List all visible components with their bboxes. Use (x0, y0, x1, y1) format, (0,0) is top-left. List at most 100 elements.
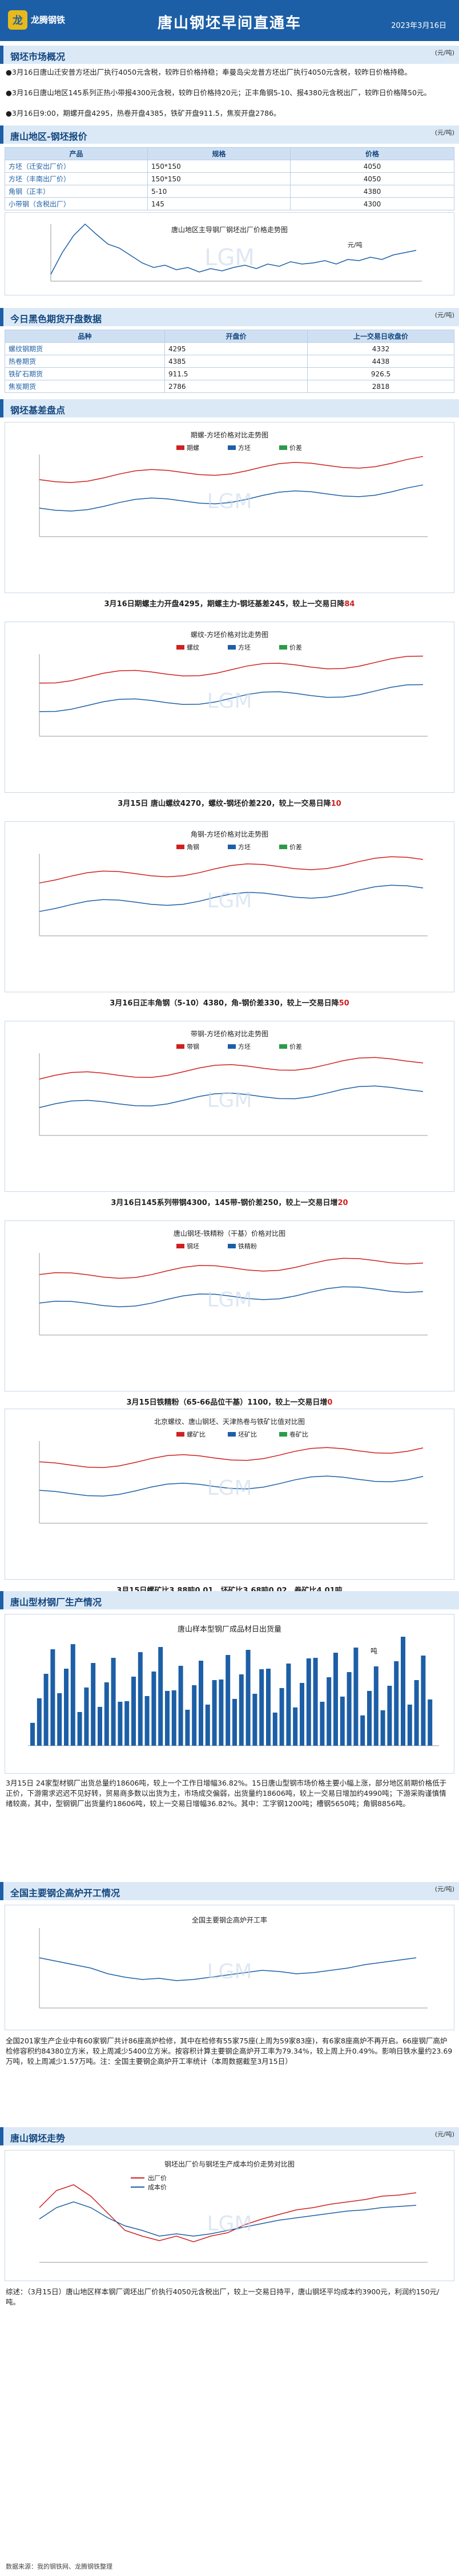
cell: 小带钢（含税出厂） (5, 197, 148, 210)
legend-label: 方坯 (238, 843, 251, 851)
chart-title: 带钢-方坯价格对比走势图 (191, 1029, 268, 1038)
series-line-2 (39, 1475, 424, 1497)
unit-label: (元/吨) (434, 1885, 454, 1893)
unit-label: (元/吨) (434, 49, 454, 56)
legend-swatch (279, 645, 287, 650)
legend-swatch (228, 1044, 236, 1049)
cell: 150*150 (147, 172, 291, 185)
company-logo: 龙 (8, 10, 27, 30)
cell: 焦炭期货 (5, 380, 165, 393)
production-bar (111, 1658, 116, 1746)
blast-chart-svg: 全国主要钢企高炉开工率 LGM (39, 1916, 428, 2009)
production-bar (347, 1672, 352, 1746)
overview-line-2: ●3月16日唐山地区145系列正热小带报4300元含税，较昨日价格持20元；正丰… (6, 88, 431, 97)
cell: 150*150 (147, 160, 291, 173)
series-line-1 (39, 1057, 424, 1080)
section-production: 唐山型材钢厂生产情况 (0, 1591, 459, 1609)
production-bar (64, 1669, 69, 1746)
legend-label: 期螺 (187, 444, 199, 452)
production-bar (144, 1696, 150, 1746)
cell: 5-10 (147, 185, 291, 198)
section-basis: 钢坯基差盘点 (0, 399, 459, 417)
table-row: 热卷期货 4385 4438 (5, 355, 454, 368)
basis-caption-5: 3月15日铁精粉（65-66品位干基）1100，较上一交易日增0 (0, 1396, 459, 1407)
legend-label: 价差 (289, 1042, 302, 1050)
production-bar (428, 1699, 433, 1746)
production-bar (306, 1658, 311, 1746)
legend-swatch (228, 845, 236, 849)
production-bar (245, 1650, 251, 1746)
series-line-2 (39, 885, 424, 912)
production-bar (313, 1658, 318, 1746)
legend-label: 螺矿比 (187, 1431, 206, 1438)
production-bar (131, 1677, 136, 1746)
unit-label: (元/吨) (434, 129, 454, 136)
blast-rate-line (39, 1957, 417, 1981)
chart-title: 螺纹-方坯价格对比走势图 (191, 630, 268, 639)
col-header: 价格 (290, 147, 454, 160)
chart-title: 期螺-方坯价格对比走势图 (191, 431, 268, 439)
legend-label: 卷矿比 (289, 1430, 308, 1438)
section-blast: 全国主要钢企高炉开工情况 (0, 1882, 459, 1900)
series-line-2 (39, 1286, 424, 1308)
legend-label: 坯矿比 (238, 1431, 257, 1438)
basis-caption-2: 3月15日 唐山螺纹4270，螺纹-钢坯价差220，较上一交易日降10 (0, 797, 459, 808)
production-bar (185, 1710, 190, 1746)
legend-swatch (176, 1044, 184, 1049)
caption-value: 84 (344, 600, 355, 608)
cell: 4050 (290, 172, 454, 185)
col-header: 品种 (5, 330, 165, 343)
watermark-logo: LGM (204, 245, 255, 271)
production-bar (77, 1712, 82, 1746)
futures-table: 品种 开盘价 上一交易日收盘价 螺纹钢期货 4295 4332 热卷期货 4385 44… (5, 330, 454, 393)
legend-swatch (279, 445, 287, 450)
chart-unit: 吨 (371, 1647, 377, 1655)
production-bar (104, 1682, 109, 1746)
col-header: 开盘价 (164, 330, 308, 343)
legend-swatch (176, 1432, 184, 1437)
col-header: 产品 (5, 147, 148, 160)
caption-value: 0 (327, 1398, 333, 1407)
production-bar (178, 1666, 183, 1746)
production-bar (367, 1691, 372, 1746)
production-bar (158, 1647, 163, 1746)
section-overview-title: 钢坯市场概况 (10, 51, 66, 62)
unit-label: (元/吨) (434, 2131, 454, 2138)
caption-text: 3月15日 唐山螺纹4270，螺纹-钢坯价差220，较上一交易日降 (118, 800, 331, 808)
review-chart-svg: 钢坯出厂价与钢坯生产成本均价走势对比图 出厂价 成本价 LGM (39, 2160, 428, 2263)
production-bar (192, 1685, 197, 1746)
legend-swatch (228, 1244, 236, 1248)
legend-swatch (176, 1244, 184, 1248)
production-bar (171, 1690, 176, 1746)
svg-text:龙: 龙 (13, 14, 23, 27)
section-spot-price-title: 唐山地区-钢坯报价 (10, 131, 87, 142)
page-title: 唐山钢坯早间直通车 (157, 15, 301, 32)
legend-swatch (228, 1432, 236, 1437)
table-row: 方坯（迁安出厂价） 150*150 4050 (5, 160, 454, 173)
basis-chart-6: 北京螺纹、唐山钢坯、天津热卷与铁矿比值对比图 螺矿比 坯矿比 卷矿比 LGM (5, 1409, 454, 1580)
production-bar (151, 1672, 156, 1746)
watermark-logo: LGM (207, 889, 252, 912)
watermark-logo: LGM (207, 1288, 252, 1312)
watermark-logo: LGM (207, 1476, 252, 1500)
table-row: 方坯（丰南出厂价） 150*150 4050 (5, 172, 454, 185)
legend-label: 角钢 (187, 843, 199, 851)
cell: 4385 (164, 355, 308, 368)
cell: 926.5 (307, 367, 454, 380)
section-blast-title: 全国主要钢企高炉开工情况 (10, 1888, 120, 1898)
unit-label: (元/吨) (434, 311, 454, 319)
basis-chart-3: 角钢-方坯价格对比走势图 角钢 方坯 价差 LGM (5, 821, 454, 992)
production-bar (57, 1693, 62, 1746)
basis-chart-1: 期螺-方坯价格对比走势图 期螺 方坯 价差 LGM (5, 422, 454, 593)
series-line-2 (39, 1085, 424, 1108)
cell: 4295 (164, 342, 308, 355)
section-production-title: 唐山型材钢厂生产情况 (10, 1597, 102, 1608)
production-bar (138, 1652, 143, 1746)
cell: 铁矿石期货 (5, 367, 165, 380)
production-bar (252, 1694, 257, 1746)
production-bar (373, 1666, 379, 1746)
section-futures-title: 今日黑色期货开盘数据 (10, 314, 102, 324)
caption-value: 50 (339, 999, 349, 1008)
legend-label-2: 成本价 (148, 2183, 167, 2191)
